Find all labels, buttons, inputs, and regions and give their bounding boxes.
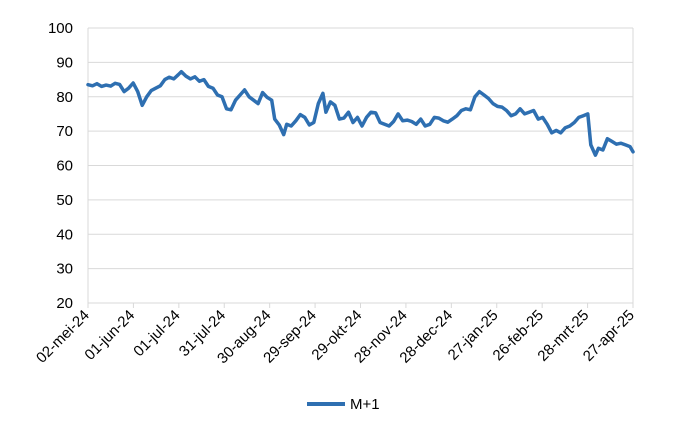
x-tick-label: 01-jun-24 [81, 307, 138, 364]
series-layer [86, 69, 635, 157]
x-tick-label: 02-mei-24 [33, 307, 93, 367]
legend: M+1 [307, 396, 380, 413]
x-tick-label: 01-jul-24 [130, 307, 183, 360]
y-tick-label: 30 [56, 261, 73, 278]
series-line-m1 [86, 69, 635, 157]
gridlines [88, 27, 634, 303]
y-tick-label: 100 [48, 20, 73, 37]
y-tick-label: 70 [56, 123, 73, 140]
y-tick-label: 40 [56, 226, 73, 243]
y-tick-label: 60 [56, 158, 73, 175]
axes [87, 28, 634, 308]
tick-labels: 20 30 40 50 60 70 80 90 100 02-mei-2401-jun-2401-… [33, 20, 638, 367]
y-tick-label: 90 [56, 54, 73, 71]
legend-label-m1: M+1 [350, 396, 380, 413]
y-tick-label: 50 [56, 192, 73, 209]
y-tick-label: 20 [56, 295, 73, 312]
y-tick-label: 80 [56, 89, 73, 106]
